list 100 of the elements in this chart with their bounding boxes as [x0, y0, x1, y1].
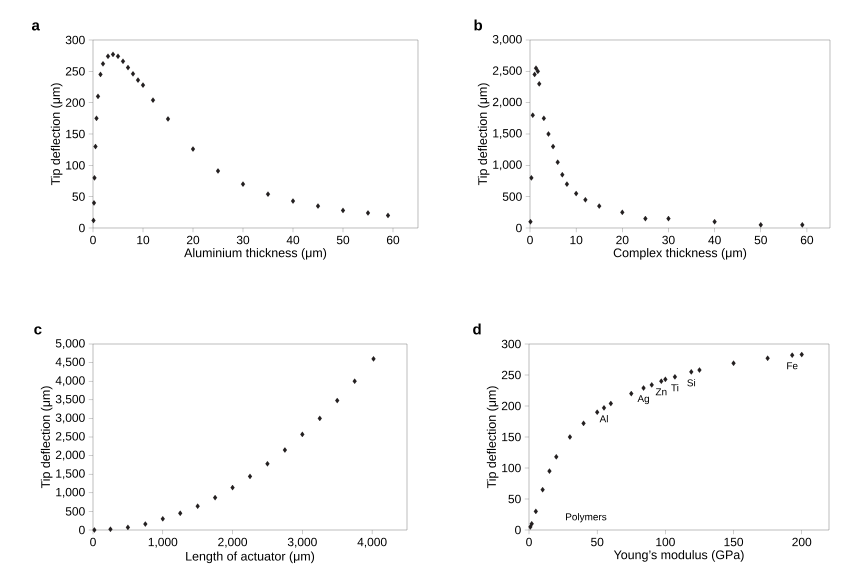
annotation: Al: [600, 415, 608, 422]
point: [196, 503, 200, 509]
point: [190, 146, 196, 152]
point: [116, 54, 120, 60]
point: [136, 77, 140, 83]
point: [643, 216, 648, 222]
point: [240, 181, 246, 187]
y-tick-label: 3,500: [56, 394, 85, 405]
point: [120, 58, 126, 64]
point: [93, 144, 98, 150]
point: [547, 468, 552, 474]
point: [546, 131, 551, 137]
x-axis-title: Complex thickness (μm): [614, 248, 746, 260]
point: [758, 222, 763, 228]
point: [160, 516, 165, 522]
point: [212, 494, 218, 500]
point: [550, 144, 556, 150]
point: [608, 400, 613, 406]
y-tick-label: 300: [66, 36, 85, 44]
point: [556, 159, 560, 165]
annotation: Zn: [656, 388, 666, 396]
point: [96, 94, 100, 100]
chart-title: c: [34, 326, 42, 334]
y-tick-label: 100: [66, 161, 85, 170]
y-tick-label: 300: [502, 340, 521, 348]
x-tick-label: 0: [527, 236, 533, 244]
point: [528, 218, 533, 225]
y-tick-label: 50: [508, 494, 521, 504]
point: [689, 369, 694, 375]
point: [574, 190, 578, 196]
y-tick-label: 2,500: [492, 66, 522, 76]
y-tick-label: 0: [79, 224, 85, 232]
point: [529, 175, 534, 181]
point: [98, 72, 103, 78]
x-tick-label: 3,000: [288, 538, 317, 548]
y-tick-label: 1,500: [56, 469, 85, 480]
y-tick-label: 500: [502, 192, 522, 201]
point: [564, 181, 570, 187]
y-tick-label: 150: [66, 130, 85, 138]
point: [659, 378, 664, 384]
x-tick-label: 200: [792, 538, 812, 546]
point: [581, 420, 586, 426]
point: [100, 61, 106, 67]
annotation: Polymers: [566, 513, 606, 522]
point: [92, 175, 97, 181]
point: [663, 376, 668, 382]
point: [537, 81, 542, 87]
point: [130, 71, 136, 77]
point: [92, 527, 97, 533]
point: [386, 212, 390, 218]
annotation: Si: [687, 379, 696, 386]
y-tick-label: 3,000: [56, 413, 85, 424]
y-tick-label: 1,000: [493, 160, 522, 170]
annotation: Ti: [671, 384, 678, 392]
y-tick-label: 4,500: [56, 358, 85, 368]
point: [731, 360, 736, 366]
x-tick-label: 60: [800, 236, 814, 244]
y-tick-label: 1,000: [56, 488, 85, 498]
point: [106, 54, 110, 60]
point: [94, 116, 99, 122]
point: [532, 72, 537, 78]
point: [290, 198, 296, 204]
x-tick-label: 0: [526, 538, 532, 546]
point: [602, 405, 606, 411]
point: [300, 432, 304, 438]
point: [216, 168, 220, 174]
x-tick-label: 50: [591, 538, 604, 546]
point: [150, 97, 156, 103]
x-tick-label: 4,000: [357, 538, 387, 548]
y-tick-label: 0: [516, 224, 522, 232]
x-tick-label: 50: [336, 236, 350, 244]
y-tick-label: 200: [66, 98, 85, 107]
point: [534, 508, 538, 514]
point: [597, 203, 602, 209]
y-tick-label: 0: [515, 526, 521, 534]
x-tick-label: 20: [616, 236, 628, 244]
point: [650, 382, 654, 388]
point: [629, 390, 634, 396]
y-tick-label: 250: [66, 67, 85, 76]
point: [534, 65, 538, 71]
x-tick-label: 10: [570, 236, 582, 244]
y-tick-label: 0: [79, 526, 85, 534]
x-axis-title: Length of actuator (μm): [186, 551, 314, 564]
y-tick-label: 5,000: [56, 339, 85, 349]
point: [568, 434, 572, 440]
point: [316, 203, 320, 209]
x-tick-label: 0: [90, 538, 96, 546]
point: [230, 484, 235, 490]
point: [335, 398, 340, 404]
y-tick-label: 200: [502, 402, 521, 410]
y-tick-label: 500: [66, 507, 85, 516]
point: [542, 116, 546, 122]
point: [530, 112, 535, 118]
y-tick-label: 100: [502, 464, 521, 472]
point: [143, 521, 148, 527]
x-tick-label: 40: [708, 236, 721, 244]
point: [800, 222, 804, 228]
point: [266, 191, 270, 197]
point: [540, 486, 545, 492]
point: [352, 378, 357, 384]
